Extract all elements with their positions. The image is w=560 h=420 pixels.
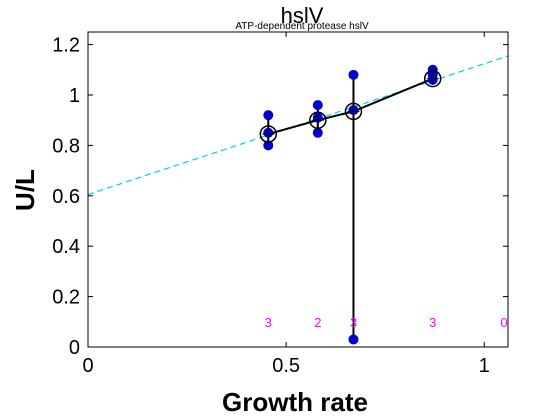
y-tick-label: 1.2 [52,35,80,57]
y-tick-label: 0.8 [52,135,80,157]
count-labels-layer: 3 2 3 3 0 [265,315,508,330]
plot-background [88,32,508,347]
replicate-point [312,100,323,111]
chart-subtitle: ATP-dependent protease hslV [235,21,369,32]
y-tick-label: 0.2 [52,287,80,309]
replicate-point [348,334,359,345]
plot-area [88,32,508,347]
x-tick-label: 1 [479,355,490,377]
count-label: 3 [265,315,272,330]
replicate-point [263,140,274,151]
mean-marker [259,125,278,143]
x-axis-label: Growth rate [222,387,368,417]
chart-title: hslV [281,3,324,28]
y-tick-label: 1 [69,85,80,107]
mean-marker [344,102,363,121]
count-label: 3 [350,315,357,330]
ticks-layer: 0 0.5 1 0 0.2 0.4 0.6 0.8 1 1.2 [52,32,508,377]
replicate-point [348,69,359,80]
mean-line-layer [268,77,434,136]
replicate-point [312,127,323,138]
axes-layer [87,31,509,348]
count-label: 0 [500,315,507,330]
axes-box [87,31,509,348]
y-tick-label: 0.4 [52,236,80,258]
count-label: 2 [314,315,321,330]
mean-marker [309,111,327,129]
mean-line [268,77,434,136]
x-tick-label: 0.5 [272,355,300,377]
y-tick-label: 0.6 [52,186,80,208]
mean-marker [423,69,442,88]
y-tick-label: 0 [69,337,80,359]
replicate-point [427,64,438,75]
y-axis-label: U/L [10,169,40,211]
points-layer [259,64,442,345]
x-tick-label: 0 [82,355,93,377]
count-label: 3 [429,315,436,330]
replicate-point [263,110,274,121]
